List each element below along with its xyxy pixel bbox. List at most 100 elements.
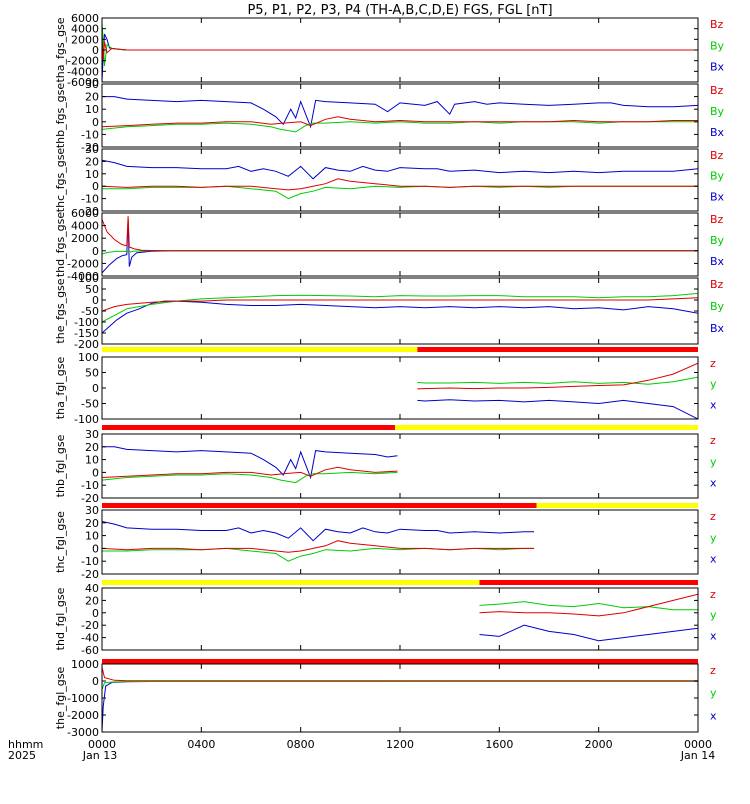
legend-label-z: z bbox=[710, 357, 716, 370]
y-tick-label: 0 bbox=[92, 44, 99, 57]
series-line-By bbox=[102, 23, 698, 67]
mode-bar-segment bbox=[417, 347, 698, 352]
legend-label-Bz: Bz bbox=[710, 84, 724, 97]
y-tick-label: -10 bbox=[81, 128, 99, 141]
y-tick-label: -60 bbox=[81, 644, 99, 657]
y-tick-label: 20 bbox=[85, 441, 99, 454]
series-line-Bz bbox=[102, 216, 698, 252]
footer-year-label: 2025 bbox=[8, 749, 36, 762]
y-tick-label: -20 bbox=[81, 141, 99, 154]
y-tick-label: -3000 bbox=[67, 726, 99, 739]
y-tick-label: -200 bbox=[74, 338, 99, 351]
y-tick-label: -20 bbox=[81, 619, 99, 632]
y-axis-label: the_fgl_gse bbox=[54, 667, 67, 730]
series-line-x bbox=[102, 446, 398, 480]
y-tick-label: -100 bbox=[74, 316, 99, 329]
y-tick-label: 10 bbox=[85, 454, 99, 467]
mode-bar-segment bbox=[102, 659, 698, 664]
legend-label-Bz: Bz bbox=[710, 149, 724, 162]
y-tick-label: 20 bbox=[85, 594, 99, 607]
panel-tha_fgl_gse: 100 50 0 -50 -100 tha_fgl_gse zyx bbox=[54, 347, 717, 426]
series-line-x bbox=[417, 399, 698, 419]
legend-label-By: By bbox=[710, 234, 725, 247]
legend-label-x: x bbox=[710, 398, 717, 411]
y-tick-label: -4000 bbox=[67, 270, 99, 283]
series-line-Bz bbox=[102, 33, 698, 61]
y-tick-label: 10 bbox=[85, 103, 99, 116]
series-line-y bbox=[479, 601, 698, 611]
y-tick-label: -150 bbox=[74, 327, 99, 340]
series-line-y bbox=[102, 471, 398, 484]
series-line-x bbox=[102, 521, 535, 542]
y-tick-label: 0 bbox=[92, 675, 99, 688]
y-tick-label: 100 bbox=[78, 272, 99, 285]
legend-label-Bx: Bx bbox=[710, 190, 725, 203]
x-tick-label: 0000 bbox=[684, 738, 712, 751]
y-axis-label: thd_fgl_gse bbox=[54, 587, 67, 650]
legend-label-Bx: Bx bbox=[710, 126, 725, 139]
series-line-z bbox=[102, 466, 398, 478]
panel-frame bbox=[101, 587, 699, 651]
y-tick-label: -20 bbox=[81, 205, 99, 218]
y-tick-label: 0 bbox=[92, 116, 99, 129]
series-line-Bx bbox=[102, 96, 698, 129]
y-tick-label: -40 bbox=[81, 632, 99, 645]
y-tick-label: -2000 bbox=[67, 55, 99, 68]
panel-frame bbox=[101, 277, 699, 345]
series-line-By bbox=[102, 185, 698, 200]
series-line-Bz bbox=[102, 297, 698, 312]
panel-frame bbox=[101, 663, 699, 733]
y-axis-label: thb_fgl_gse bbox=[54, 434, 67, 497]
mode-bar-segment bbox=[479, 580, 698, 585]
legend-label-By: By bbox=[710, 170, 725, 183]
y-tick-label: 20 bbox=[85, 91, 99, 104]
y-tick-label: 0 bbox=[92, 245, 99, 258]
series-line-Bx bbox=[102, 159, 698, 180]
series-line-z bbox=[102, 667, 698, 682]
series-line-z bbox=[479, 593, 698, 617]
y-tick-label: -10 bbox=[81, 555, 99, 568]
legend-label-x: x bbox=[710, 709, 717, 722]
y-tick-label: 6000 bbox=[71, 12, 99, 25]
legend-label-y: y bbox=[710, 531, 717, 544]
series-line-z bbox=[417, 362, 698, 390]
time-axis: 0000 0400 0800 1200 1600 2000 0000 bbox=[88, 738, 712, 751]
y-tick-label: 0 bbox=[92, 294, 99, 307]
y-tick-label: 30 bbox=[85, 78, 99, 91]
mode-bar-segment bbox=[102, 425, 396, 430]
series-line-Bz bbox=[102, 116, 698, 128]
panel-frame bbox=[101, 433, 699, 499]
legend-label-By: By bbox=[710, 39, 725, 52]
x-tick-label: 2000 bbox=[585, 738, 613, 751]
y-axis-label: tha_fgs_gse bbox=[54, 17, 67, 82]
y-axis-label: tha_fgl_gse bbox=[54, 357, 67, 420]
y-tick-label: -2000 bbox=[67, 709, 99, 722]
series-line-Bx bbox=[102, 33, 698, 82]
y-tick-label: 100 bbox=[78, 351, 99, 364]
legend-label-y: y bbox=[710, 378, 717, 391]
y-tick-label: -50 bbox=[81, 398, 99, 411]
y-tick-label: 2000 bbox=[71, 33, 99, 46]
y-tick-label: 10 bbox=[85, 530, 99, 543]
x-tick-label: 1200 bbox=[386, 738, 414, 751]
legend-label-z: z bbox=[710, 434, 716, 447]
footer-hhmm-label: hhmm bbox=[8, 738, 43, 751]
series-line-y bbox=[102, 547, 535, 562]
y-tick-label: 50 bbox=[85, 367, 99, 380]
y-tick-label: 50 bbox=[85, 283, 99, 296]
series-line-Bz bbox=[102, 178, 698, 191]
y-tick-label: -10 bbox=[81, 193, 99, 206]
legend-label-By: By bbox=[710, 300, 725, 313]
y-tick-label: -4000 bbox=[67, 65, 99, 78]
y-axis-label: thc_fgs_gse bbox=[54, 148, 67, 213]
y-axis-label: thc_fgl_gse bbox=[54, 511, 67, 573]
legend-label-Bx: Bx bbox=[710, 61, 725, 74]
mode-bar-segment bbox=[102, 580, 480, 585]
y-axis-label: thb_fgs_gse bbox=[54, 83, 67, 149]
